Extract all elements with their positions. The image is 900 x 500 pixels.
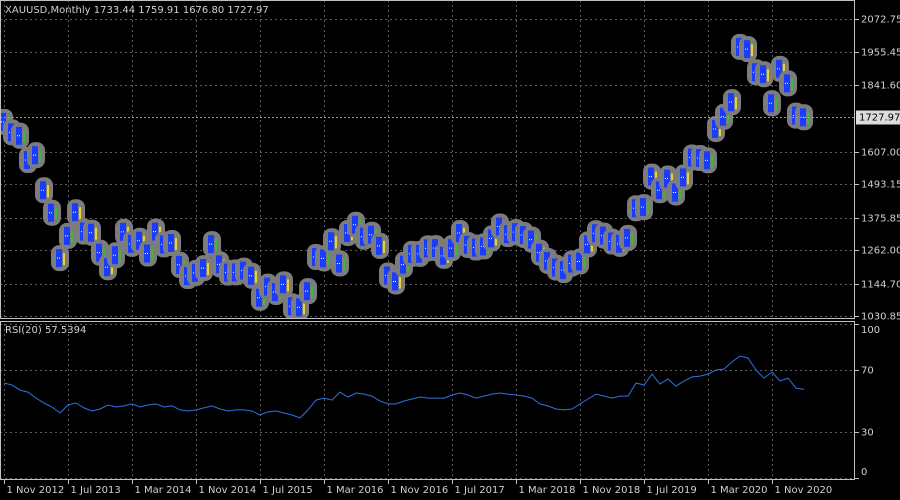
price-tail <box>175 237 177 250</box>
y-tick-label: 1607.00 <box>861 148 900 159</box>
price-tail <box>583 256 585 269</box>
price-tail <box>119 250 121 263</box>
x-tick-label: 1 Nov 2020 <box>775 485 833 496</box>
rsi-title: RSI(20) 57.5394 <box>5 325 86 336</box>
x-tick-label: 1 Jul 2015 <box>263 485 313 496</box>
price-tail <box>791 78 793 91</box>
price-tail <box>151 248 153 261</box>
y-tick-label: 1375.85 <box>861 214 900 225</box>
price-tail <box>215 239 217 252</box>
price-tail <box>775 98 777 111</box>
y-tick-label: 1262.00 <box>861 246 900 257</box>
price-tail <box>655 171 657 184</box>
x-tick-label: 1 Jul 2013 <box>71 485 121 496</box>
price-tail <box>663 185 665 198</box>
y-tick-label: 1144.70 <box>861 280 900 291</box>
price-tail <box>55 207 57 220</box>
price-tail <box>255 270 257 283</box>
price-line-label: 1727.97 <box>859 113 900 124</box>
price-tail <box>23 130 25 143</box>
x-tick-label: 1 Mar 2020 <box>711 485 768 496</box>
axes: 1 Nov 2012 1 Jul 2013 1 Mar 2014 1 Nov 2014… <box>4 15 900 496</box>
price-tail <box>71 230 73 243</box>
price-tail <box>495 233 497 246</box>
x-tick-label: 1 Nov 2012 <box>7 485 65 496</box>
x-tick-label: 1 Mar 2018 <box>519 485 576 496</box>
price-panel <box>0 0 855 318</box>
price-tail <box>687 172 689 185</box>
price-tail <box>671 173 673 186</box>
price-tail <box>207 263 209 276</box>
price-tail <box>103 247 105 260</box>
rsi-panel <box>0 324 855 479</box>
y-tick-label: 70 <box>861 366 874 377</box>
price-tail <box>287 279 289 292</box>
price-tail <box>95 227 97 240</box>
y-tick-label: 2072.75 <box>861 15 900 26</box>
x-tick-label: 1 Mar 2014 <box>135 485 192 496</box>
rsi-line <box>3 355 805 419</box>
rsi-frame <box>0 321 855 480</box>
price-tail <box>47 185 49 198</box>
y-tick-label: 30 <box>861 428 874 439</box>
price-title: XAUUSD,Monthly 1733.44 1759.91 1676.80 1… <box>5 5 269 16</box>
price-tail <box>455 243 457 256</box>
x-tick-label: 1 Jul 2019 <box>647 485 697 496</box>
price-tail <box>39 150 41 163</box>
price-tail <box>767 69 769 82</box>
price-tail <box>343 258 345 271</box>
price-tail <box>63 253 65 266</box>
price-tail <box>311 286 313 299</box>
price-tail <box>751 44 753 57</box>
price-tail <box>719 123 721 136</box>
price-tail <box>679 187 681 200</box>
y-tick-label: 100 <box>861 325 880 336</box>
price-tail <box>335 236 337 249</box>
price-tail <box>303 302 305 315</box>
price-tail <box>79 207 81 220</box>
x-tick-label: 1 Jul 2017 <box>455 485 505 496</box>
price-tail <box>383 240 385 253</box>
price-label-box <box>856 110 900 125</box>
x-tick-label: 1 Nov 2016 <box>391 485 449 496</box>
price-frame <box>0 0 855 319</box>
price-tail <box>807 112 809 125</box>
y-tick-label: 1493.15 <box>861 180 900 191</box>
price-tail <box>327 253 329 266</box>
price-tail <box>631 232 633 245</box>
price-tail <box>399 276 401 289</box>
price-tail <box>735 97 737 110</box>
price-tail <box>111 262 113 275</box>
price-tail <box>783 63 785 76</box>
price-tail <box>711 155 713 168</box>
y-tick-label: 1030.85 <box>861 312 900 323</box>
x-tick-label: 1 Nov 2018 <box>583 485 641 496</box>
y-tick-label: 1841.60 <box>861 81 900 92</box>
y-tick-label: 1955.45 <box>861 48 900 59</box>
price-tail <box>647 202 649 215</box>
x-tick-label: 1 Nov 2014 <box>199 485 257 496</box>
y-tick-label: 0 <box>861 467 867 478</box>
x-tick-label: 1 Mar 2016 <box>327 485 384 496</box>
